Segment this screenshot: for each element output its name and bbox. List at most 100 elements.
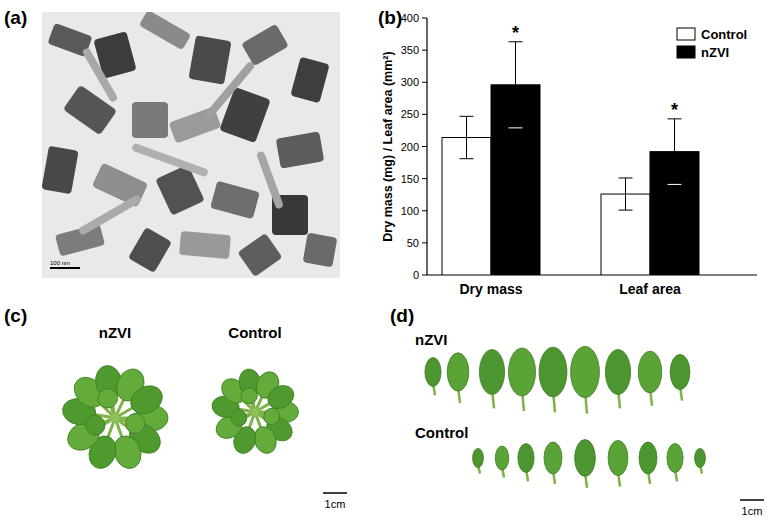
detached-leaf: [638, 351, 661, 406]
error-line: [515, 42, 516, 128]
y-tick: [422, 242, 427, 243]
error-cap: [509, 127, 523, 128]
background: [0, 0, 772, 524]
x-tick-label: Dry mass: [459, 281, 522, 297]
leaf: [239, 386, 263, 415]
y-tick: [422, 50, 427, 51]
particle: [276, 131, 325, 168]
plant-label: nZVI: [99, 324, 132, 341]
leaf-blade: [83, 413, 108, 438]
scale-bar: [50, 267, 80, 269]
leaf-blade: [239, 386, 260, 406]
panel-label: (a): [4, 7, 27, 28]
significance: *: [671, 100, 678, 120]
particle: [131, 143, 209, 178]
leaf-blade: [605, 350, 630, 395]
particle: [139, 12, 191, 50]
particle: [256, 150, 284, 209]
panel-label: (b): [378, 7, 402, 28]
leaf-blade: [639, 442, 657, 474]
detached-leaf: [639, 442, 657, 484]
leaf-photo: nZVI Control 1cm: [415, 331, 764, 517]
detached-leaf: [608, 440, 628, 486]
particle: [241, 24, 289, 67]
leaf-row-label: nZVI: [415, 331, 448, 348]
error-line: [625, 178, 626, 210]
error-bar: [509, 42, 523, 128]
leaf-blade: [495, 446, 509, 470]
leaf-blade: [264, 381, 298, 413]
error-bar: [668, 119, 682, 185]
rosette-center: [110, 413, 120, 423]
error-bar: [619, 178, 633, 210]
particle: [179, 231, 231, 259]
leaf-blade: [473, 448, 484, 467]
detached-leaf: [425, 358, 441, 396]
leaf-blade: [518, 444, 534, 473]
detached-leaf: [495, 446, 509, 478]
error-bar: [460, 116, 474, 158]
y-tick-label: 200: [401, 141, 419, 153]
plant-photo: nZVIControl1cm: [61, 324, 347, 510]
bar-chart: 050100150200250300350400Dry mass (mg) / …: [381, 12, 757, 297]
bars: [442, 42, 699, 275]
leaf-row-label: Control: [415, 424, 468, 441]
leaf-blade: [695, 448, 706, 467]
panel-label: (d): [390, 305, 414, 326]
particle: [78, 194, 143, 236]
detached-leaf: [447, 353, 469, 403]
legend-swatch: [677, 46, 695, 58]
y-tick-label: 50: [407, 237, 419, 249]
leaf-blade: [229, 407, 249, 428]
detached-leaf: [544, 442, 562, 484]
leaf-blade: [670, 354, 690, 389]
scale-bar-label: 1cm: [742, 505, 763, 517]
y-tick: [422, 275, 427, 276]
y-axis: [426, 18, 427, 275]
detached-leaf: [605, 350, 630, 409]
detached-leaf: [509, 348, 536, 411]
detached-leaf: [479, 350, 504, 409]
scale-bar: [740, 499, 764, 501]
y-tick: [422, 178, 427, 179]
leaf-blade: [608, 440, 628, 475]
particle: [303, 233, 338, 268]
error-cap: [619, 177, 633, 178]
leaf-blade: [667, 444, 683, 473]
y-tick-label: 250: [401, 108, 419, 120]
legend-label: Control: [701, 27, 747, 42]
error-cap: [619, 210, 633, 211]
particle: [42, 146, 79, 195]
error-cap: [460, 116, 474, 117]
y-axis-label: Dry mass (mg) / Leaf area (mm²): [381, 51, 395, 241]
leaf: [95, 386, 124, 422]
particle: [188, 35, 231, 85]
error-line: [466, 116, 467, 158]
y-tick-label: 400: [401, 12, 419, 24]
leaf-blade: [571, 346, 600, 397]
leaf-blade: [544, 442, 562, 474]
particle: [204, 61, 255, 120]
particle: [210, 181, 260, 219]
detached-leaf: [518, 444, 534, 482]
leaf-blade: [575, 440, 596, 477]
y-tick: [422, 114, 427, 115]
particle: [132, 102, 168, 138]
rosette-center: [251, 408, 259, 416]
detached-leaf: [539, 347, 567, 412]
leaf-blade: [123, 411, 147, 435]
plant: [210, 367, 298, 456]
legend-swatch: [677, 28, 695, 40]
plant: [61, 364, 169, 473]
plant-label: Control: [228, 324, 281, 341]
detached-leaf: [575, 440, 596, 488]
particle: [290, 57, 329, 103]
error-cap: [668, 184, 682, 185]
leaf-blade: [447, 353, 469, 391]
y-tick-label: 300: [401, 76, 419, 88]
leaf-blade: [262, 406, 281, 426]
scale-bar-label: 100 nm: [50, 260, 70, 266]
y-tick: [422, 210, 427, 211]
y-tick-label: 150: [401, 173, 419, 185]
particle: [237, 233, 282, 277]
